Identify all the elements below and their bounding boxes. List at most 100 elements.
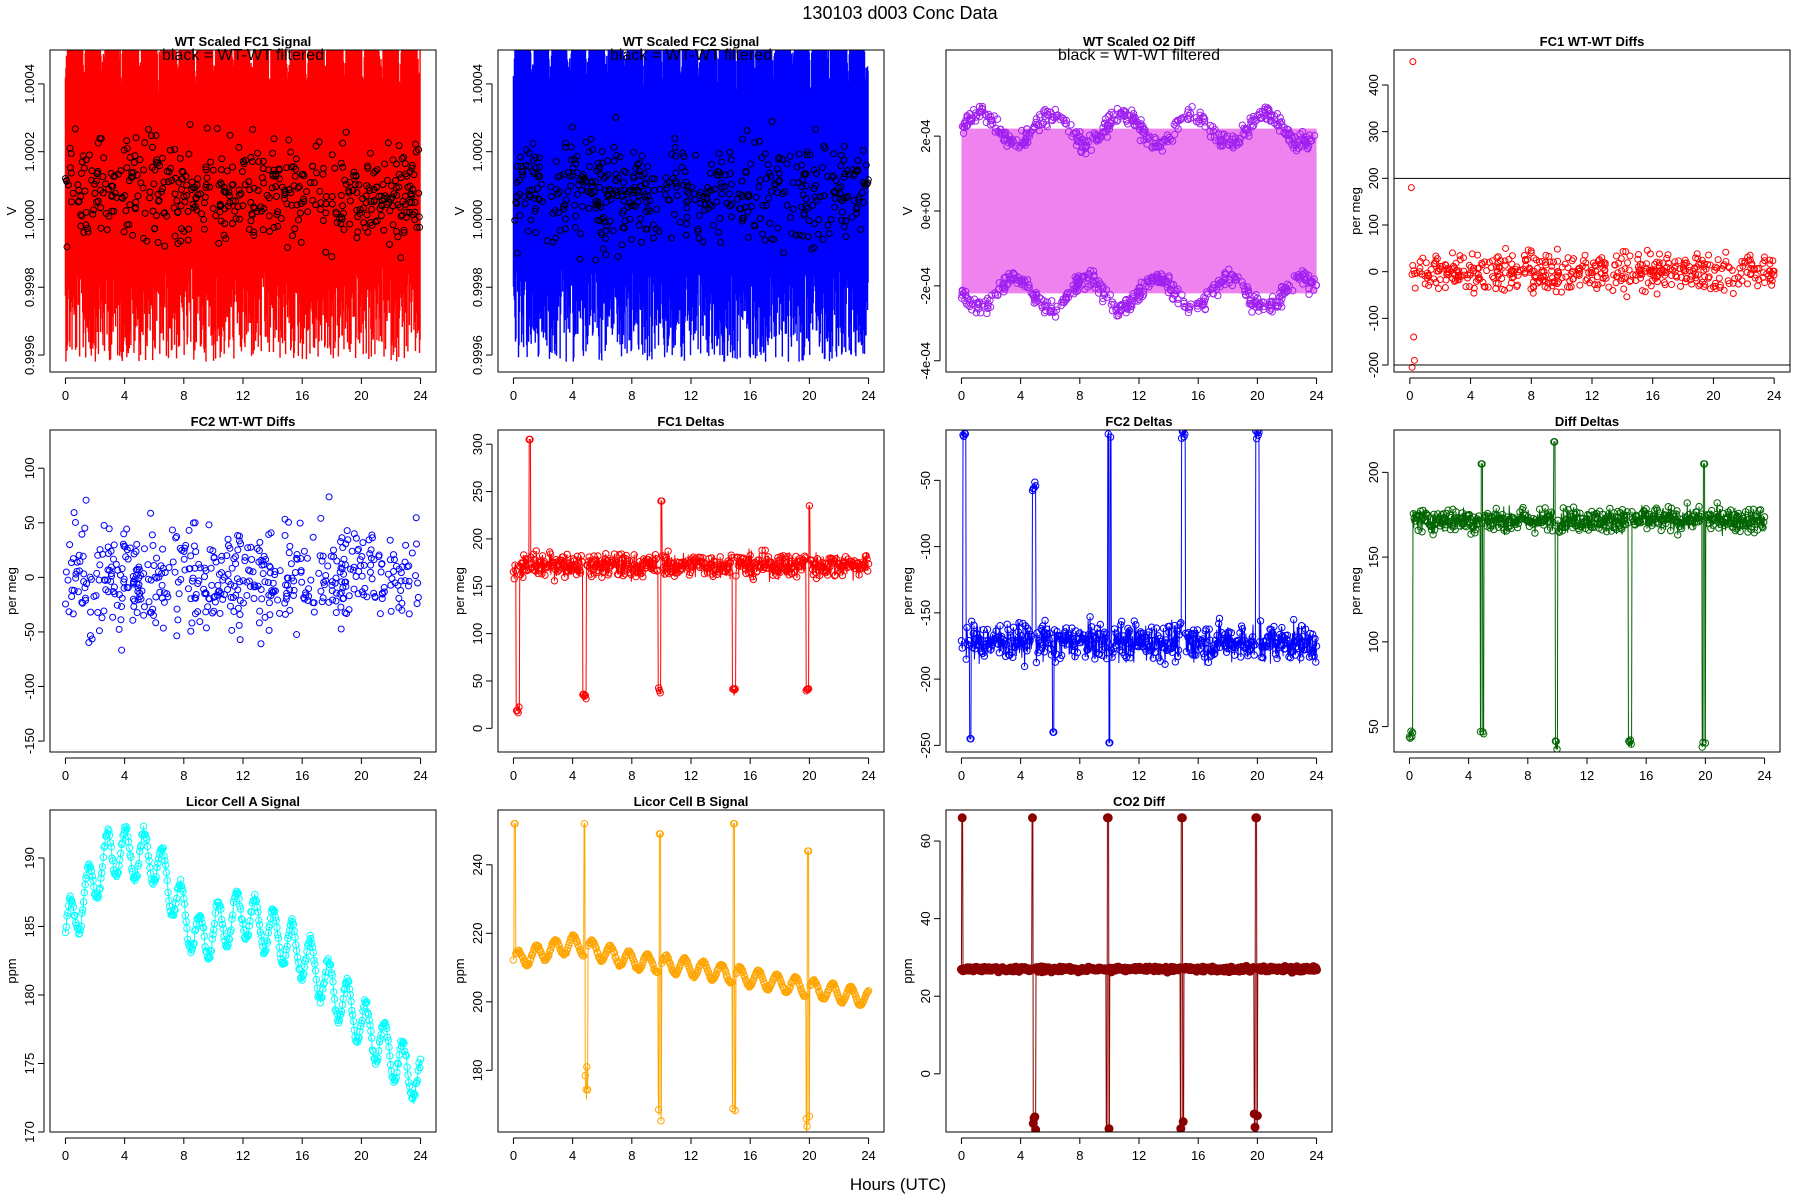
data-point — [1474, 251, 1482, 259]
data-point — [1492, 263, 1500, 271]
data-point — [1091, 277, 1100, 285]
data-point — [828, 173, 836, 181]
data-point — [287, 560, 295, 568]
data-point — [526, 435, 534, 444]
data-point — [276, 567, 284, 575]
y-axis-label: per meg — [4, 567, 19, 615]
data-point — [653, 205, 661, 213]
data-point — [87, 575, 95, 583]
data-point — [408, 161, 416, 169]
x-tick-label: 16 — [295, 388, 309, 403]
data-point — [747, 160, 755, 168]
data-point — [282, 581, 290, 589]
data-point — [225, 188, 233, 196]
data-point — [247, 198, 255, 206]
data-point — [265, 599, 273, 607]
data-point — [654, 566, 662, 575]
data-point — [1216, 142, 1225, 150]
data-point — [257, 586, 265, 594]
data-point — [1087, 281, 1095, 289]
outlier-point — [1408, 363, 1416, 371]
data-point — [649, 221, 657, 229]
data-point — [637, 238, 645, 246]
data-point — [388, 193, 396, 201]
data-point — [258, 595, 266, 603]
data-point — [824, 221, 832, 229]
data-point — [535, 163, 543, 171]
data-point — [567, 182, 575, 190]
data-point — [300, 595, 308, 603]
data-point — [269, 172, 277, 180]
data-point — [178, 225, 186, 233]
data-point — [269, 579, 277, 587]
data-point — [1734, 273, 1742, 281]
data-point — [644, 186, 652, 194]
data-point — [77, 211, 85, 219]
data-point — [277, 215, 285, 223]
data-point — [238, 168, 246, 176]
data-point — [255, 158, 263, 166]
data-point — [338, 578, 346, 586]
x-tick-label: 24 — [861, 388, 875, 403]
data-point — [1462, 283, 1470, 291]
data-point — [958, 286, 967, 294]
data-point — [1109, 111, 1117, 119]
data-point — [264, 578, 272, 586]
data-point — [784, 552, 792, 561]
panel-title: WT Scaled O2 Diff — [1083, 34, 1196, 49]
data-point — [579, 171, 587, 179]
x-axis: 0 4 8 12 16 20 24 — [62, 757, 428, 783]
data-point — [578, 202, 586, 210]
data-point — [140, 603, 148, 611]
data-point — [296, 209, 304, 217]
data-point — [241, 553, 249, 561]
data-point — [651, 551, 660, 559]
data-point — [126, 153, 134, 161]
data-point — [1766, 267, 1774, 275]
data-point — [725, 190, 733, 198]
data-point — [336, 568, 344, 576]
data-point — [518, 168, 526, 176]
data-point — [819, 236, 827, 244]
data-point — [864, 567, 872, 575]
data-point — [1594, 281, 1602, 289]
data-point — [348, 547, 356, 555]
data-point — [1275, 122, 1283, 130]
data-point — [240, 160, 248, 168]
data-point — [821, 144, 829, 152]
data-point — [337, 564, 345, 572]
data-point — [79, 552, 87, 560]
data-point — [1677, 273, 1685, 281]
data-point — [274, 596, 282, 604]
data-point — [1001, 131, 1009, 140]
data-point — [174, 209, 182, 217]
data-point — [823, 172, 831, 180]
data-point — [135, 581, 143, 589]
data-point — [1598, 259, 1606, 267]
data-point — [97, 204, 105, 212]
data-point — [1650, 266, 1658, 274]
data-point — [1609, 286, 1617, 294]
data-point — [531, 195, 539, 203]
data-point — [71, 518, 79, 526]
data-point — [235, 143, 243, 151]
data-point — [726, 170, 734, 178]
data-point — [759, 201, 767, 209]
data-point — [543, 237, 551, 245]
data-point — [827, 215, 835, 223]
data-point — [555, 188, 563, 196]
data-point — [577, 230, 585, 238]
data-point — [536, 196, 544, 204]
data-point — [259, 226, 267, 234]
data-point — [1248, 308, 1256, 316]
data-point — [676, 218, 684, 226]
data-point — [159, 564, 167, 572]
data-point — [616, 153, 624, 161]
data-point — [663, 184, 671, 192]
data-point — [1692, 254, 1700, 262]
data-point — [291, 225, 299, 233]
data-point — [762, 202, 770, 210]
data-point — [401, 558, 409, 566]
